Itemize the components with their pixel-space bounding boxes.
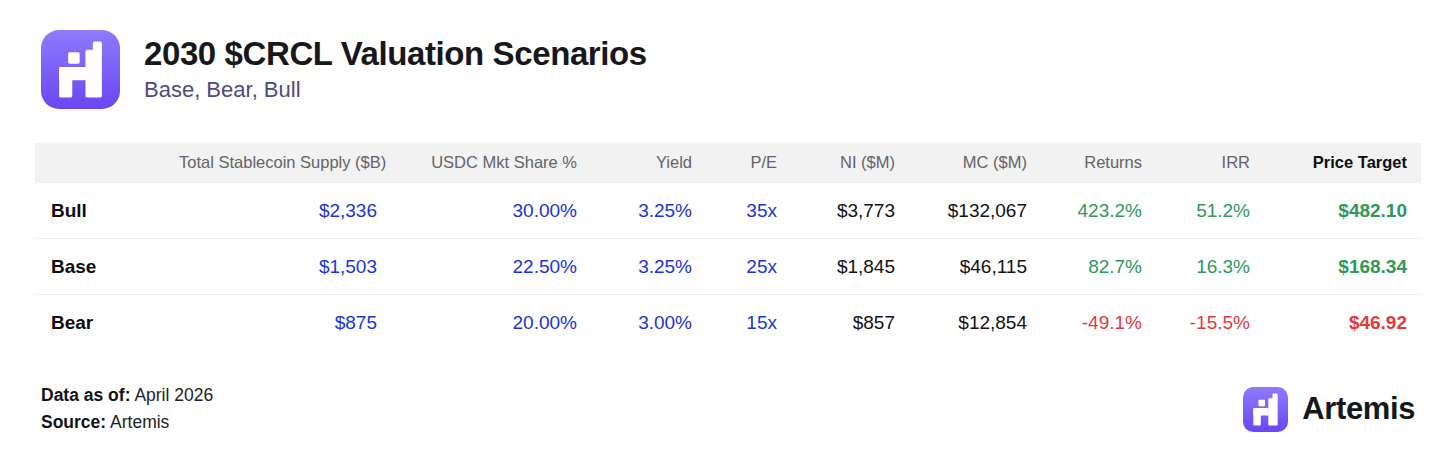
table-cell: $857 bbox=[791, 295, 909, 351]
artemis-logo-icon bbox=[41, 30, 120, 109]
footnotes: Data as of: April 2026 Source: Artemis bbox=[41, 382, 213, 437]
source-label: Source: bbox=[41, 412, 106, 432]
masthead: 2030 $CRCL Valuation Scenarios Base, Bea… bbox=[0, 0, 1456, 109]
table-header-row: Total Stablecoin Supply ($B)USDC Mkt Sha… bbox=[35, 143, 1421, 183]
footer: Data as of: April 2026 Source: Artemis bbox=[41, 382, 1415, 437]
table-cell: 22.50% bbox=[391, 239, 591, 295]
table-cell: 25x bbox=[706, 239, 791, 295]
table-cell: 51.2% bbox=[1156, 183, 1264, 239]
table-row: Bear$87520.00%3.00%15x$857$12,854-49.1%-… bbox=[35, 295, 1421, 351]
scenario-label: Bull bbox=[35, 183, 165, 239]
table-cell: $875 bbox=[165, 295, 391, 351]
table-cell: $46.92 bbox=[1264, 295, 1421, 351]
page-subtitle: Base, Bear, Bull bbox=[144, 77, 647, 103]
artemis-logo-small-icon bbox=[1243, 387, 1288, 432]
page-title: 2030 $CRCL Valuation Scenarios bbox=[144, 36, 647, 72]
table-cell: 82.7% bbox=[1041, 239, 1156, 295]
table-body: Bull$2,33630.00%3.25%35x$3,773$132,06742… bbox=[35, 183, 1421, 351]
table-cell: $168.34 bbox=[1264, 239, 1421, 295]
valuation-table-wrap: Total Stablecoin Supply ($B)USDC Mkt Sha… bbox=[35, 143, 1421, 351]
table-cell: 3.00% bbox=[591, 295, 706, 351]
brand-name: Artemis bbox=[1302, 391, 1415, 427]
table-cell: 423.2% bbox=[1041, 183, 1156, 239]
valuation-table: Total Stablecoin Supply ($B)USDC Mkt Sha… bbox=[35, 143, 1421, 351]
table-row: Base$1,50322.50%3.25%25x$1,845$46,11582.… bbox=[35, 239, 1421, 295]
column-header: Returns bbox=[1041, 143, 1156, 183]
source-value: Artemis bbox=[110, 412, 169, 432]
column-header: P/E bbox=[706, 143, 791, 183]
table-cell: -15.5% bbox=[1156, 295, 1264, 351]
scenario-label: Bear bbox=[35, 295, 165, 351]
source-line: Source: Artemis bbox=[41, 409, 213, 437]
table-cell: $482.10 bbox=[1264, 183, 1421, 239]
table-cell: 3.25% bbox=[591, 183, 706, 239]
column-header: NI ($M) bbox=[791, 143, 909, 183]
table-head: Total Stablecoin Supply ($B)USDC Mkt Sha… bbox=[35, 143, 1421, 183]
table-cell: 20.00% bbox=[391, 295, 591, 351]
table-cell: $132,067 bbox=[909, 183, 1041, 239]
column-header: IRR bbox=[1156, 143, 1264, 183]
table-cell: $3,773 bbox=[791, 183, 909, 239]
table-cell: $2,336 bbox=[165, 183, 391, 239]
column-header: Price Target bbox=[1264, 143, 1421, 183]
table-cell: 3.25% bbox=[591, 239, 706, 295]
title-block: 2030 $CRCL Valuation Scenarios Base, Bea… bbox=[144, 36, 647, 102]
column-header: Yield bbox=[591, 143, 706, 183]
table-cell: $46,115 bbox=[909, 239, 1041, 295]
scenario-label: Base bbox=[35, 239, 165, 295]
data-as-of-label: Data as of: bbox=[41, 385, 130, 405]
column-header: Total Stablecoin Supply ($B) bbox=[165, 143, 391, 183]
table-cell: $1,503 bbox=[165, 239, 391, 295]
data-as-of-value: April 2026 bbox=[134, 385, 213, 405]
table-row: Bull$2,33630.00%3.25%35x$3,773$132,06742… bbox=[35, 183, 1421, 239]
table-cell: 30.00% bbox=[391, 183, 591, 239]
table-cell: -49.1% bbox=[1041, 295, 1156, 351]
data-as-of-line: Data as of: April 2026 bbox=[41, 382, 213, 410]
table-cell: 35x bbox=[706, 183, 791, 239]
table-cell: $12,854 bbox=[909, 295, 1041, 351]
column-header: MC ($M) bbox=[909, 143, 1041, 183]
column-header bbox=[35, 143, 165, 183]
artemis-brand: Artemis bbox=[1243, 387, 1415, 432]
column-header: USDC Mkt Share % bbox=[391, 143, 591, 183]
table-cell: 15x bbox=[706, 295, 791, 351]
table-cell: 16.3% bbox=[1156, 239, 1264, 295]
valuation-scenarios-card: 2030 $CRCL Valuation Scenarios Base, Bea… bbox=[0, 0, 1456, 452]
table-cell: $1,845 bbox=[791, 239, 909, 295]
